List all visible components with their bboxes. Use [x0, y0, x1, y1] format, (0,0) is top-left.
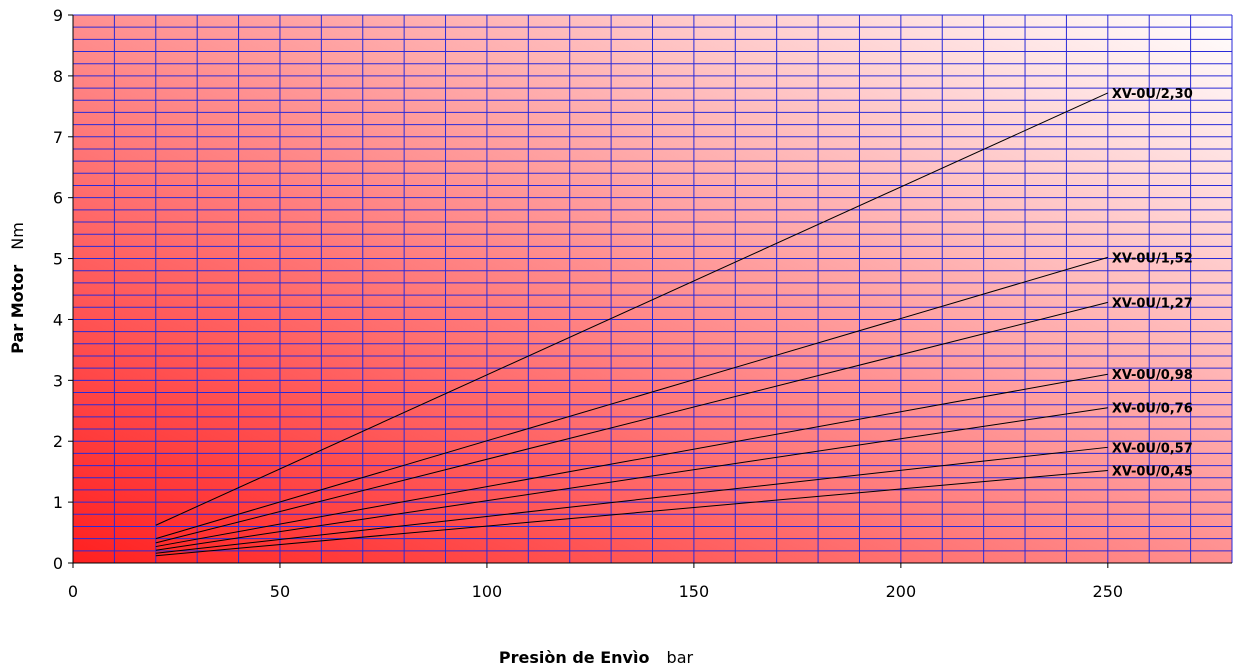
- grid: [73, 14, 1233, 563]
- series-label: XV-0U/1,52: [1112, 251, 1193, 266]
- x-tick-label: 100: [472, 582, 503, 601]
- y-tick-label: 5: [53, 250, 63, 269]
- y-tick-label: 1: [53, 493, 63, 512]
- series-line: [155, 407, 1108, 551]
- series-label: XV-0U/0,98: [1112, 368, 1193, 383]
- y-tick-label: 7: [53, 128, 63, 147]
- y-tick-label: 8: [53, 67, 63, 86]
- plot-area: XV-0U/2,30 XV-0U/1,52 XV-0U/1,27 XV-0U/0,98…: [68, 14, 1233, 568]
- x-tick-labels: 0 50 100 150 200 250: [68, 582, 1123, 601]
- y-axis-label-bold: Par Motor: [8, 265, 27, 354]
- y-tick-labels: 0 1 2 3 4 5 6 7 8 9: [53, 6, 63, 573]
- y-tick-label: 3: [53, 371, 63, 390]
- series-line: [155, 469, 1108, 557]
- x-tick-label: 200: [886, 582, 917, 601]
- x-axis-label-bold: Presiòn de Envìo: [499, 648, 650, 667]
- axes: [68, 14, 1232, 568]
- x-axis-unit: bar: [667, 648, 694, 667]
- y-tick-label: 0: [53, 554, 63, 573]
- series-line: [155, 373, 1108, 548]
- y-tick-label: 6: [53, 189, 63, 208]
- x-tick-label: 0: [68, 582, 78, 601]
- series-label: XV-0U/2,30: [1112, 87, 1193, 102]
- series-label: XV-0U/0,76: [1112, 402, 1193, 417]
- x-tick-label: 50: [270, 582, 290, 601]
- series-label: XV-0U/0,45: [1112, 464, 1193, 479]
- x-tick-label: 250: [1093, 582, 1124, 601]
- y-tick-label: 9: [53, 6, 63, 25]
- series-label: XV-0U/1,27: [1112, 296, 1193, 311]
- y-tick-label: 2: [53, 432, 63, 451]
- x-axis-title: Presiòn de Envìo bar: [499, 648, 694, 667]
- y-axis-unit: Nm: [8, 222, 27, 250]
- series-line: [155, 301, 1108, 544]
- y-axis-title: Par Motor Nm: [8, 222, 27, 354]
- series-line: [155, 446, 1108, 554]
- series-line: [155, 256, 1108, 540]
- series-line: [155, 92, 1109, 526]
- series-lines: [155, 92, 1109, 557]
- series-labels: XV-0U/2,30 XV-0U/1,52 XV-0U/1,27 XV-0U/0,98…: [1112, 87, 1193, 480]
- y-tick-label: 4: [53, 310, 63, 329]
- x-tick-label: 150: [679, 582, 710, 601]
- series-label: XV-0U/0,57: [1112, 441, 1193, 456]
